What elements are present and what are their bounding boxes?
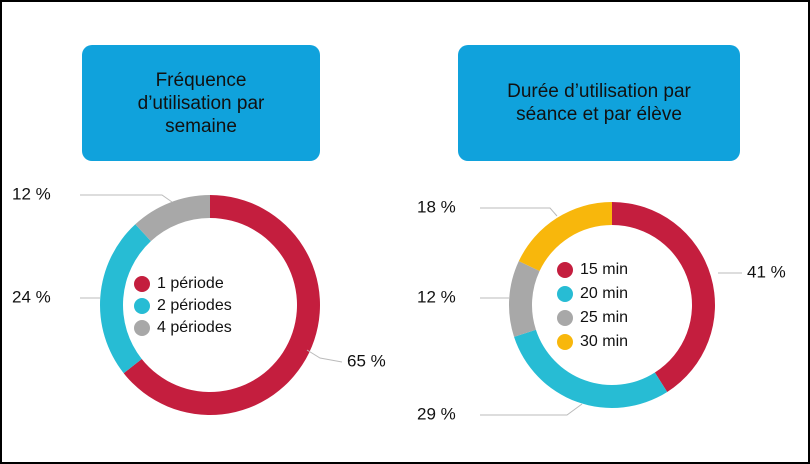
legend-marker xyxy=(134,276,150,292)
data-label: 12 % xyxy=(417,287,456,306)
leader-line xyxy=(80,194,173,203)
legend-label: 30 min xyxy=(580,333,628,350)
donut-segment xyxy=(514,329,668,409)
leader-line xyxy=(480,403,583,416)
legend-marker xyxy=(134,298,150,314)
legend-label: 2 périodes xyxy=(157,297,232,314)
chart-title: Durée d’utilisation par séance et par él… xyxy=(507,81,691,125)
title-box: Fréquence d’utilisation par semaine xyxy=(82,45,320,161)
donut-segment xyxy=(518,202,612,271)
legend-marker xyxy=(134,320,150,336)
chart-title: Fréquence d’utilisation par semaine xyxy=(137,69,265,137)
legend-label: 1 période xyxy=(157,275,224,292)
legend-marker xyxy=(557,334,573,350)
leader-line xyxy=(480,207,558,217)
data-label: 24 % xyxy=(12,287,51,306)
data-label: 41 % xyxy=(747,262,786,281)
donut-segment xyxy=(509,261,540,337)
legend-label: 20 min xyxy=(580,285,628,302)
data-label: 65 % xyxy=(347,351,386,370)
data-label: 18 % xyxy=(417,197,456,216)
data-label: 29 % xyxy=(417,404,456,423)
legend-label: 25 min xyxy=(580,309,628,326)
legend-marker xyxy=(557,310,573,326)
donut-segment xyxy=(135,195,210,242)
legend-marker xyxy=(557,286,573,302)
donut-segment xyxy=(612,202,716,392)
donut-segment xyxy=(100,224,151,374)
data-label: 12 % xyxy=(12,184,51,203)
leader-line xyxy=(306,349,343,363)
legend-marker xyxy=(557,262,573,278)
legend-label: 15 min xyxy=(580,261,628,278)
title-box: Durée d’utilisation par séance et par él… xyxy=(458,45,740,161)
legend-label: 4 périodes xyxy=(157,319,232,336)
